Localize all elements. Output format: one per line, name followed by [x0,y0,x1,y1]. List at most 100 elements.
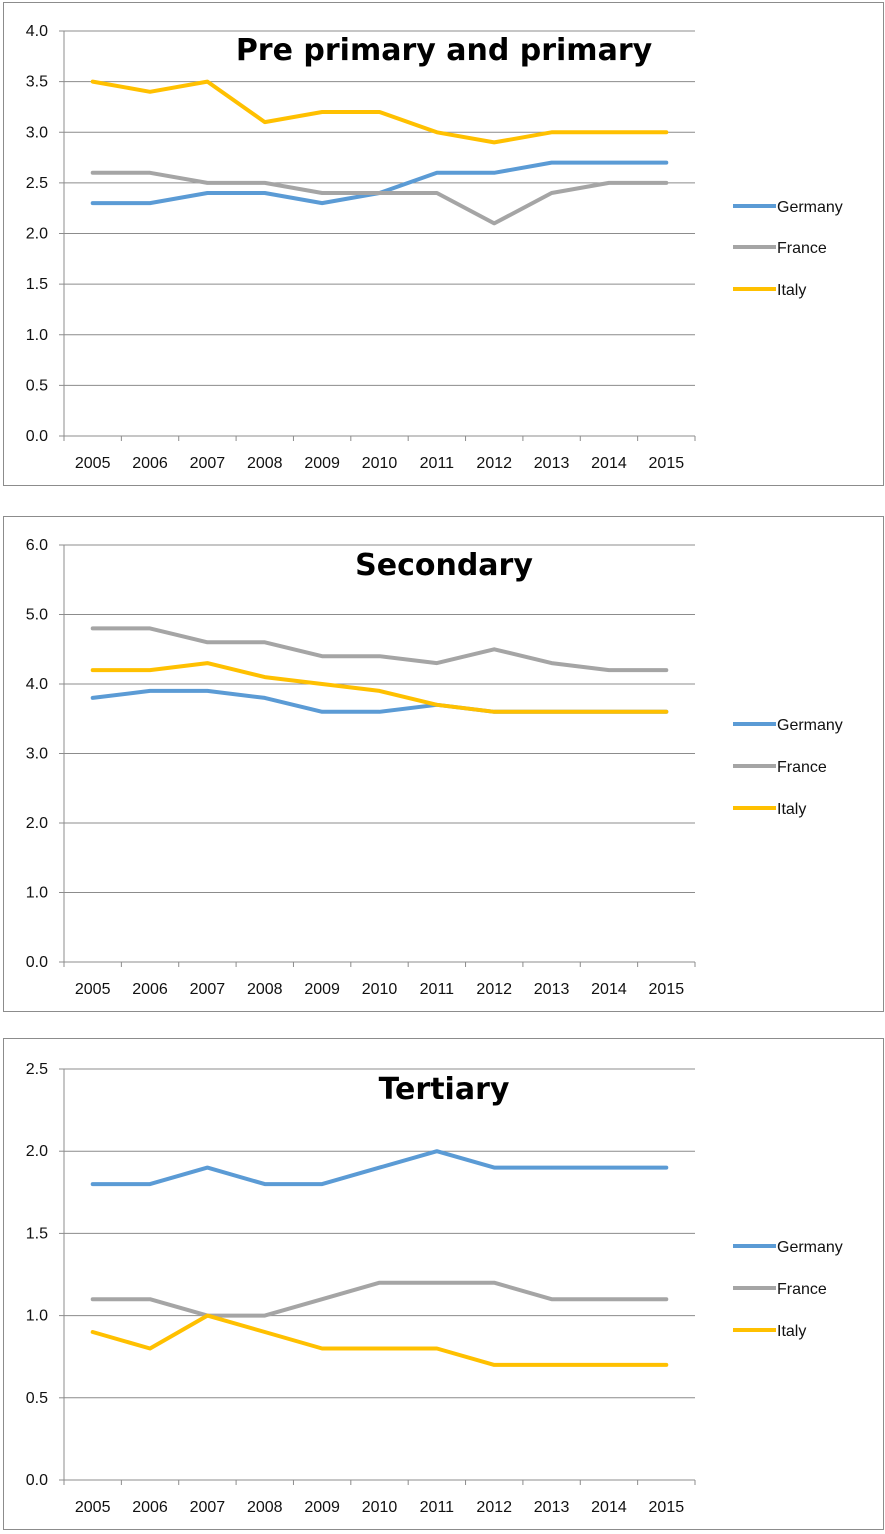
x-tick-label: 2012 [476,455,512,472]
y-tick-label: 0.5 [26,377,48,394]
data-point [321,111,323,113]
legend-label: Germany [777,717,843,734]
y-tick-label: 2.0 [26,1143,48,1160]
chart-svg: 0.0 0.5 1.0 1.5 2.0 2.5 3.0 3.5 4.0 2005 2006 2007 2… [26,23,843,472]
data-point [264,1331,266,1333]
data-point [551,1364,553,1366]
data-point [206,182,208,184]
x-tick-label: 2014 [591,1499,627,1516]
data-point [608,1364,610,1366]
y-tick-label: 2.5 [26,175,48,192]
y-tick-label: 2.0 [26,815,48,832]
y-tick-label: 3.0 [26,124,48,141]
y-tick-label: 0.0 [26,1472,48,1489]
x-tick-label: 2013 [534,455,570,472]
data-point [665,162,667,164]
x-tick-label: 2006 [132,981,168,998]
x-tick-label: 2008 [247,1499,283,1516]
y-tick-label: 0.5 [26,1390,48,1407]
data-point [321,1347,323,1349]
x-tick-label: 2010 [362,981,398,998]
x-tick-label: 2007 [190,981,226,998]
chart-title: Pre primary and primary [236,33,653,68]
data-point [149,172,151,174]
series-line-italy [90,1313,669,1367]
x-tick-label: 2008 [247,981,283,998]
data-point [493,1167,495,1169]
x-tick-label: 2012 [476,981,512,998]
data-point [493,1364,495,1366]
x-tick-label: 2006 [132,1499,168,1516]
data-point [321,192,323,194]
data-point [493,222,495,224]
y-tick-label: 0.0 [26,428,48,445]
x-tick-label: 2005 [75,455,111,472]
x-tick-label: 2011 [420,455,455,472]
data-point [493,141,495,143]
data-point [551,1167,553,1169]
legend-label: Italy [777,801,806,818]
legend-label: Germany [777,1239,843,1256]
data-point [608,1298,610,1300]
chart-svg: 0.0 1.0 2.0 3.0 4.0 5.0 6.0 2005 2006 2007 2008 200… [26,537,843,998]
data-point [665,182,667,184]
data-point [665,711,667,713]
data-point [551,662,553,664]
x-tick-label: 2008 [247,455,283,472]
x-tick-label: 2009 [304,981,340,998]
data-point [608,1167,610,1169]
x-tick-label: 2005 [75,981,111,998]
data-point [321,655,323,657]
chart-svg: 0.0 0.5 1.0 1.5 2.0 2.5 2005 2006 2007 2008 2009 20… [26,1061,843,1516]
legend-label: Italy [777,282,806,299]
x-tick-label: 2014 [591,455,627,472]
legend-label: France [777,1281,827,1298]
x-tick-label: 2010 [362,455,398,472]
x-tick-label: 2015 [649,455,685,472]
data-point [608,131,610,133]
data-point [92,172,94,174]
data-point [379,690,380,692]
x-tick-label: 2012 [476,1499,512,1516]
y-tick-label: 5.0 [26,607,48,624]
data-point [149,1183,151,1185]
data-point [206,192,208,194]
data-point [493,711,495,713]
data-point [92,627,94,629]
data-point [665,1167,667,1169]
data-point [436,192,438,194]
series-line-france [90,1280,669,1318]
y-tick-label: 4.0 [26,676,48,693]
data-point [608,182,610,184]
y-tick-label: 1.5 [26,276,48,293]
data-point [264,192,266,194]
data-point [149,669,151,671]
x-tick-label: 2015 [649,1499,685,1516]
data-point [379,111,380,113]
y-tick-label: 1.0 [26,885,48,902]
series-line-italy [90,661,669,714]
x-tick-label: 2006 [132,455,168,472]
data-point [608,711,610,713]
legend-label: Italy [777,1323,806,1340]
data-point [321,711,323,713]
data-point [665,1298,667,1300]
data-point [92,1183,94,1185]
data-point [92,669,94,671]
data-point [264,641,266,643]
data-point [92,81,94,83]
series-line-germany [90,688,669,714]
data-point [493,648,495,650]
chart-panel-pre-primary: 0.0 0.5 1.0 1.5 2.0 2.5 3.0 3.5 4.0 2005 2006 2007 2… [3,2,884,486]
x-tick-label: 2014 [591,981,627,998]
data-point [551,711,553,713]
data-point [149,1298,151,1300]
data-point [379,1167,380,1169]
data-point [665,669,667,671]
data-point [665,1364,667,1366]
data-point [436,704,438,706]
x-tick-label: 2009 [304,1499,340,1516]
x-tick-label: 2011 [420,981,455,998]
data-point [379,1347,380,1349]
data-point [379,711,380,713]
